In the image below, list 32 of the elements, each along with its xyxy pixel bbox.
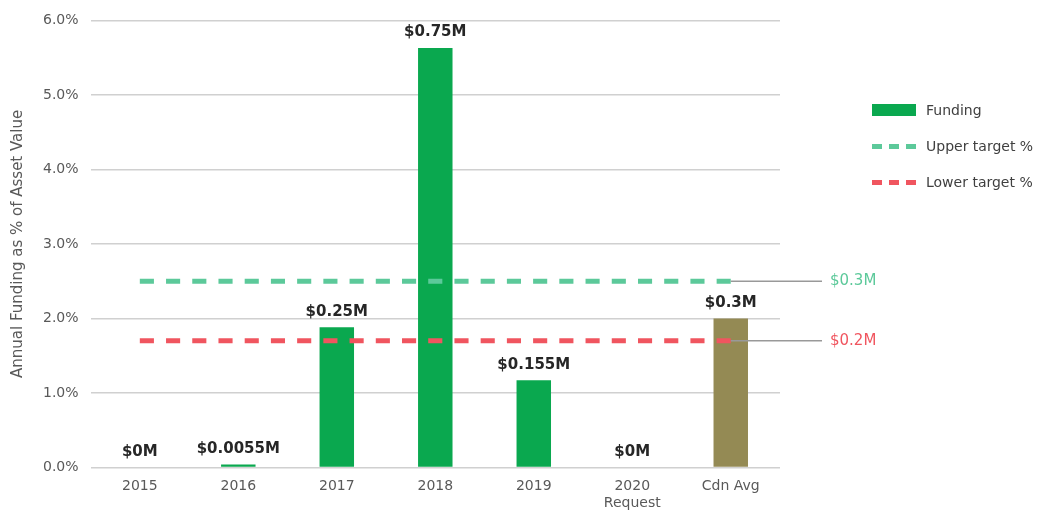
bar [516, 380, 552, 467]
annotation: $0.0055M [196, 438, 280, 457]
legend-label: Lower target % [926, 174, 1033, 190]
bar [713, 318, 748, 467]
x-tick-label: 2016 [220, 477, 257, 494]
y-tick-label: 4.0% [42, 160, 79, 177]
y-tick-label: 6.0% [42, 11, 79, 28]
annotation: $0M [614, 441, 651, 460]
legend-label: Funding [926, 102, 982, 118]
bar [418, 47, 453, 467]
bar [319, 327, 355, 467]
x-tick-label: 2019 [515, 477, 552, 494]
y-tick-label: 3.0% [42, 234, 79, 251]
x-tick-label: Cdn Avg [701, 477, 760, 494]
annotation: $0.155M [497, 354, 571, 373]
annotation: $0.75M [404, 22, 467, 41]
y-tick-label: 2.0% [42, 309, 79, 326]
bar [221, 464, 256, 467]
annotation: $0.3M [830, 271, 877, 290]
annotation: $0M [121, 441, 158, 460]
legend-label: Upper target % [926, 138, 1034, 154]
x-tick-label: 2015 [121, 477, 158, 494]
annotation: $0.3M [704, 292, 757, 311]
y-tick-label: 1.0% [42, 383, 79, 400]
y-tick-label: 5.0% [42, 85, 79, 102]
x-tick-label: 2020 Request [603, 477, 662, 511]
x-tick-label: 2018 [417, 477, 454, 494]
x-tick-label: 2017 [318, 477, 355, 494]
annotation: $0.25M [305, 301, 368, 320]
annotation: $0.2M [830, 330, 877, 349]
y-axis-title: Annual Funding as % of Asset Value [7, 109, 26, 378]
y-tick-label: 0.0% [42, 458, 79, 475]
